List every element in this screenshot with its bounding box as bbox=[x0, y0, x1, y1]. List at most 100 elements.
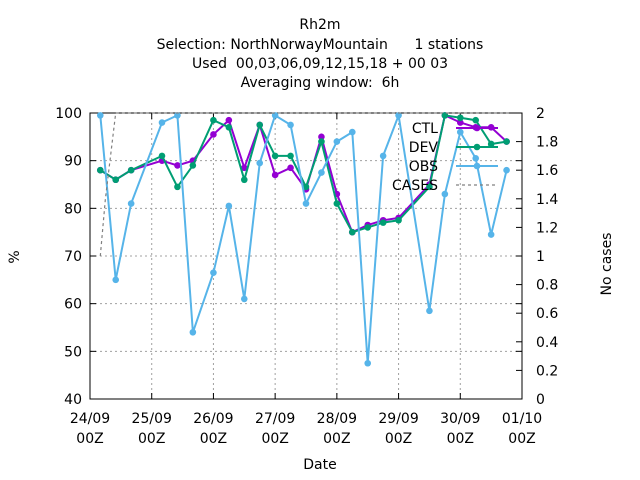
legend-marker-dev bbox=[473, 143, 481, 151]
data-point-obs bbox=[174, 112, 181, 119]
data-point-dev bbox=[318, 138, 325, 145]
data-point-dev bbox=[225, 124, 233, 131]
x-tick-label-date: 01/10 bbox=[502, 411, 542, 427]
data-point-obs bbox=[302, 200, 310, 207]
data-point-ctl bbox=[456, 119, 464, 126]
x-tick-label-hour: 00Z bbox=[138, 431, 165, 447]
y-tick-label: 50 bbox=[64, 344, 82, 360]
legend-label-ctl: CTL bbox=[412, 121, 438, 137]
data-point-obs bbox=[379, 152, 387, 160]
data-point-obs bbox=[426, 307, 433, 315]
x-tick-label-date: 30/09 bbox=[440, 411, 480, 427]
y-tick-label: 80 bbox=[64, 201, 82, 217]
chart-title: Rh2m bbox=[299, 17, 341, 33]
series-line-dev bbox=[99, 114, 507, 234]
data-point-dev bbox=[256, 121, 264, 129]
data-point-obs bbox=[318, 169, 325, 176]
chart-subtitle-selection: Selection: NorthNorwayMountain 1 station… bbox=[156, 37, 484, 53]
data-point-dev bbox=[348, 228, 356, 236]
data-point-obs bbox=[487, 231, 495, 238]
data-point-ctl bbox=[318, 133, 325, 141]
x-tick-label-date: 29/09 bbox=[378, 411, 418, 427]
data-point-dev bbox=[112, 176, 120, 184]
data-point-obs bbox=[112, 276, 120, 284]
data-point-obs bbox=[472, 154, 480, 162]
y-tick-label: 40 bbox=[64, 392, 82, 408]
data-point-ctl bbox=[225, 116, 233, 124]
legend: CTL DEV OBS CASES bbox=[392, 121, 498, 194]
data-point-obs bbox=[441, 190, 449, 198]
y2-tick-label: 1.8 bbox=[536, 135, 558, 151]
data-point-obs bbox=[96, 112, 104, 119]
y2-tick-label: 1.2 bbox=[536, 220, 558, 236]
data-point-obs bbox=[210, 269, 217, 276]
x-tick-label-hour: 00Z bbox=[385, 431, 412, 447]
data-point-obs bbox=[225, 202, 233, 210]
data-point-dev bbox=[395, 216, 402, 224]
y2-tick-label: 1 bbox=[536, 249, 545, 265]
y-tick-label: 60 bbox=[64, 297, 82, 313]
data-point-dev bbox=[240, 176, 248, 184]
x-tick-label-date: 25/09 bbox=[132, 411, 172, 427]
data-point-ctl bbox=[240, 164, 248, 172]
x-tick-label-date: 24/09 bbox=[70, 411, 110, 427]
legend-marker-ctl bbox=[473, 124, 481, 132]
data-point-obs bbox=[158, 119, 166, 126]
data-point-obs bbox=[456, 128, 464, 136]
y2-tick-label: 0.4 bbox=[536, 335, 558, 351]
y2-axis-label: No cases bbox=[599, 232, 615, 296]
tick-labels: 40 50 60 70 80 90 100 0 0.2 0.4 0.6 0.8 1 1.2 1.4 1.6 1.… bbox=[55, 106, 558, 447]
x-tick-label-hour: 00Z bbox=[76, 431, 103, 447]
x-tick-label-hour: 00Z bbox=[508, 431, 535, 447]
series-line-obs bbox=[99, 111, 508, 364]
data-point-ctl bbox=[174, 162, 181, 169]
data-point-obs bbox=[333, 138, 341, 145]
y2-tick-label: 1.4 bbox=[536, 192, 558, 208]
data-point-obs bbox=[287, 121, 294, 129]
data-point-obs bbox=[364, 359, 372, 367]
data-point-obs bbox=[503, 166, 510, 174]
data-point-ctl bbox=[210, 131, 217, 138]
data-point-dev bbox=[441, 112, 449, 119]
series-group bbox=[96, 111, 512, 367]
data-point-dev bbox=[487, 140, 495, 148]
x-tick-label-hour: 00Z bbox=[200, 431, 227, 447]
data-point-dev bbox=[302, 183, 310, 191]
data-point-dev bbox=[472, 116, 480, 124]
data-point-dev bbox=[426, 183, 433, 191]
data-point-ctl bbox=[271, 171, 279, 179]
y-tick-label: 100 bbox=[55, 106, 82, 122]
axes bbox=[89, 112, 523, 400]
y2-tick-label: 0 bbox=[536, 392, 545, 408]
x-tick-label-date: 27/09 bbox=[255, 411, 295, 427]
y2-tick-label: 2 bbox=[536, 106, 545, 122]
legend-label-cases: CASES bbox=[392, 178, 438, 194]
data-point-obs bbox=[127, 200, 135, 207]
data-point-dev bbox=[456, 114, 464, 122]
data-point-dev bbox=[271, 152, 279, 160]
y2-tick-label: 0.2 bbox=[536, 363, 558, 379]
y2-tick-label: 1.6 bbox=[536, 163, 558, 179]
data-point-dev bbox=[379, 219, 387, 226]
y-tick-label: 90 bbox=[64, 154, 82, 170]
data-point-dev bbox=[503, 138, 510, 145]
data-point-dev bbox=[364, 224, 372, 231]
data-point-dev bbox=[127, 166, 135, 174]
data-point-dev bbox=[158, 152, 166, 160]
y-tick-label: 70 bbox=[64, 249, 82, 265]
data-point-dev bbox=[189, 162, 197, 169]
data-point-dev bbox=[287, 152, 294, 160]
data-point-obs bbox=[189, 328, 197, 336]
data-point-obs bbox=[348, 128, 356, 136]
data-point-dev bbox=[174, 183, 181, 191]
legend-label-dev: DEV bbox=[409, 140, 439, 156]
y2-tick-label: 0.8 bbox=[536, 278, 558, 294]
chart-subtitle-averaging: Averaging window: 6h bbox=[240, 75, 400, 91]
data-point-dev bbox=[333, 200, 341, 207]
chart-subtitle-used: Used 00,03,06,09,12,15,18 + 00 03 bbox=[191, 56, 449, 72]
x-tick-label-date: 26/09 bbox=[193, 411, 233, 427]
data-point-obs bbox=[240, 295, 248, 303]
data-point-dev bbox=[210, 116, 217, 124]
data-point-ctl bbox=[287, 164, 294, 172]
